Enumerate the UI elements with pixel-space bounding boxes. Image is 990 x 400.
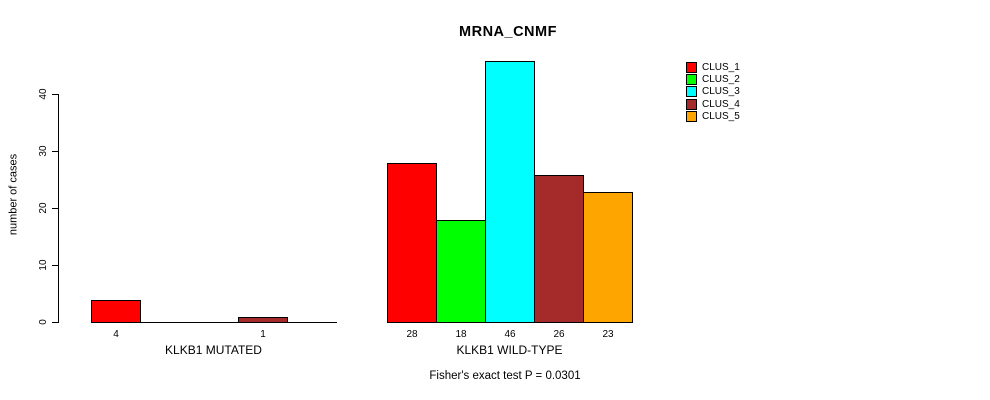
legend-item: CLUS_4 (686, 98, 740, 110)
legend-swatch-clus_5 (686, 111, 697, 123)
y-axis-tick-label: 10 (37, 259, 49, 271)
legend: CLUS_1 CLUS_2 CLUS_3 CLUS_4 CLUS_5 (686, 61, 740, 123)
legend-label: CLUS_4 (702, 98, 740, 110)
legend-swatch-clus_1 (686, 61, 697, 73)
y-axis-label: number of cases (7, 153, 19, 236)
y-axis-tick (52, 322, 58, 323)
y-axis-tick (52, 151, 58, 152)
legend-swatch-clus_3 (686, 86, 697, 98)
y-axis-line (58, 94, 59, 323)
bar-value-label: 18 (455, 329, 467, 340)
fisher-test-footnote: Fisher's exact test P = 0.0301 (429, 370, 581, 382)
legend-swatch-clus_2 (686, 74, 697, 86)
legend-label: CLUS_2 (702, 74, 740, 86)
bar-value-label: 23 (602, 329, 614, 340)
bar-clus_1 (91, 300, 141, 323)
bar-clus_4 (534, 175, 584, 323)
legend-item: CLUS_2 (686, 73, 740, 86)
y-axis-tick (52, 265, 58, 266)
x-axis-group-label: KLKB1 MUTATED (165, 343, 262, 357)
y-axis-tick-label: 20 (37, 202, 49, 214)
bar-value-label: 28 (406, 329, 418, 340)
legend-label: CLUS_3 (702, 86, 740, 98)
x-axis-baseline (91, 322, 337, 323)
legend-swatch-clus_4 (686, 98, 697, 110)
legend-label: CLUS_5 (702, 111, 740, 123)
y-axis-tick-label: 30 (37, 145, 49, 157)
y-axis-tick (52, 94, 58, 95)
bar-clus_5 (583, 192, 633, 323)
y-axis-tick (52, 208, 58, 209)
bar-clus_4 (238, 317, 288, 323)
bar-value-label: 4 (113, 329, 119, 340)
bar-clus_1 (387, 163, 437, 323)
legend-item: CLUS_5 (686, 111, 740, 123)
legend-item: CLUS_1 (686, 61, 740, 73)
bar-clus_2 (436, 220, 486, 323)
chart-title: MRNA_CNMF (459, 24, 557, 40)
y-axis-tick-label: 0 (37, 319, 49, 325)
bar-value-label: 1 (260, 329, 266, 340)
y-axis-tick-label: 40 (37, 88, 49, 100)
bar-value-label: 26 (553, 329, 565, 340)
bar-value-label: 46 (504, 329, 516, 340)
x-axis-group-label: KLKB1 WILD-TYPE (456, 343, 563, 357)
legend-label: CLUS_1 (702, 61, 740, 73)
bar-clus_3 (485, 61, 535, 323)
legend-item: CLUS_3 (686, 86, 740, 98)
